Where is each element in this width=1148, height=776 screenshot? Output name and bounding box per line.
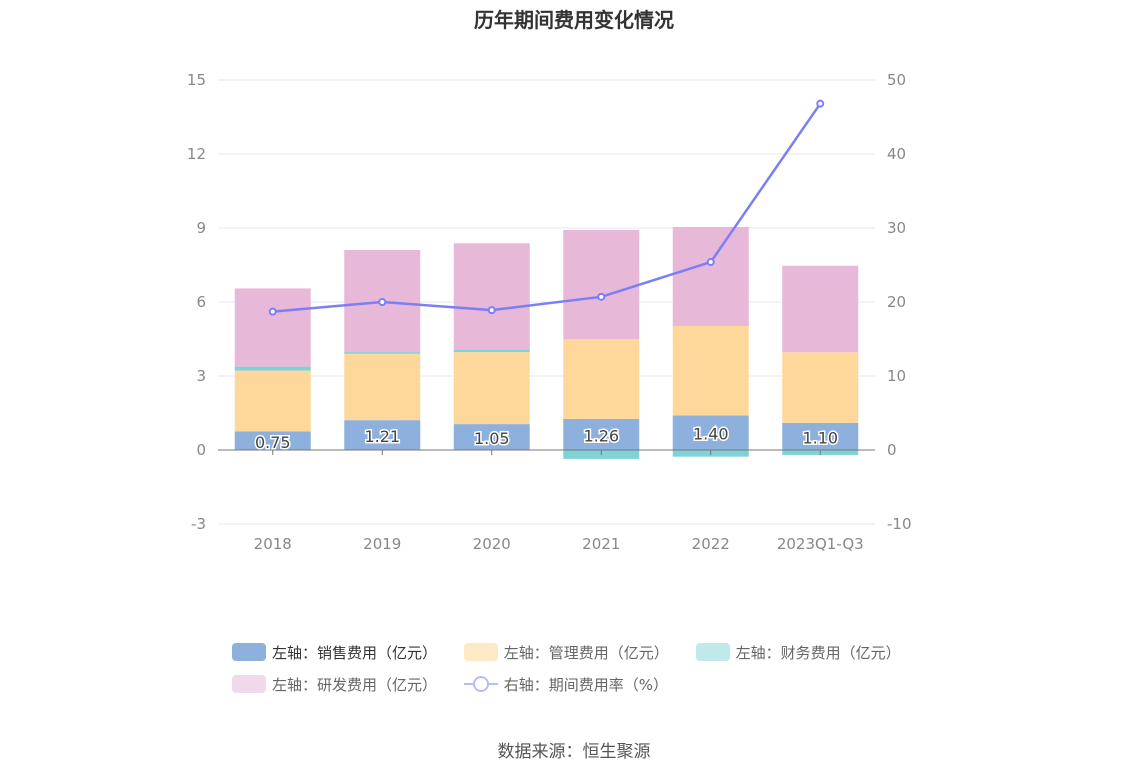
bar-segment-0 <box>672 415 749 450</box>
bar-segment-3 <box>672 227 749 326</box>
bar-data-label: 1.05 <box>474 429 510 448</box>
left-axis-tick-label: 3 <box>196 367 206 385</box>
right-axis-tick-label: -10 <box>887 515 912 533</box>
rate-point <box>597 292 606 301</box>
legend: 左轴：销售费用（亿元） 左轴：管理费用（亿元） 左轴：财务费用（亿元） 左轴：研… <box>232 640 932 704</box>
bar-segment-1 <box>563 339 640 419</box>
legend-label: 左轴：财务费用（亿元） <box>735 643 901 662</box>
bar-segment-0 <box>234 431 311 450</box>
left-axis-tick-label: 12 <box>187 145 206 163</box>
right-axis-tick-label: 40 <box>887 145 906 163</box>
bar-data-label: 1.40 <box>693 425 729 444</box>
x-axis-tick-label: 2023Q1-Q3 <box>777 535 864 553</box>
data-source: 数据来源：恒生聚源 <box>497 742 651 762</box>
bar-segment-1 <box>234 370 311 432</box>
bar-segment-2 <box>453 349 530 353</box>
legend-item-sales[interactable]: 左轴：销售费用（亿元） <box>232 640 437 664</box>
bar-data-label: 0.75 <box>255 433 291 452</box>
x-axis-tick-label: 2019 <box>363 535 401 553</box>
bar-data-label: 1.21 <box>364 427 400 446</box>
legend-line-icon <box>463 675 498 693</box>
left-axis-tick-label: 15 <box>187 71 206 89</box>
bar-segment-1 <box>672 325 749 416</box>
legend-label: 左轴：研发费用（亿元） <box>272 675 438 694</box>
legend-swatch <box>232 643 266 661</box>
bar-segment-3 <box>234 288 311 367</box>
bar-segment-0 <box>782 422 859 450</box>
chart-title: 历年期间费用变化情况 <box>474 8 674 32</box>
right-axis-tick-label: 10 <box>887 367 906 385</box>
legend-item-rate[interactable]: 右轴：期间费用率（%） <box>463 672 669 696</box>
x-axis-tick-label: 2018 <box>254 535 292 553</box>
rate-point <box>487 306 496 315</box>
legend-item-finance[interactable]: 左轴：财务费用（亿元） <box>695 640 901 664</box>
bar-segment-1 <box>344 353 421 421</box>
legend-label: 右轴：期间费用率（%） <box>503 675 669 694</box>
legend-swatch <box>463 643 498 661</box>
rate-point <box>378 298 387 306</box>
right-axis-tick-label: 50 <box>887 71 906 89</box>
legend-item-admin[interactable]: 左轴：管理费用（亿元） <box>463 640 669 664</box>
bar-segment-0 <box>453 424 530 450</box>
left-axis-tick-label: 6 <box>196 293 206 311</box>
bar-segment-3 <box>782 265 859 353</box>
bar-segment-1 <box>453 352 530 425</box>
left-axis-tick-label: 9 <box>196 219 206 237</box>
legend-label: 左轴：销售费用（亿元） <box>272 643 438 662</box>
left-axis-tick-label: 0 <box>196 441 206 459</box>
bar-data-label: 1.26 <box>583 426 619 445</box>
left-axis-tick-label: -3 <box>191 515 206 533</box>
rate-point <box>268 307 277 316</box>
legend-swatch <box>232 675 266 693</box>
rate-point <box>706 258 715 267</box>
bar-segment-0 <box>563 418 640 450</box>
x-axis-tick-label: 2020 <box>473 535 511 553</box>
legend-label: 左轴：管理费用（亿元） <box>503 643 669 662</box>
legend-item-rd[interactable]: 左轴：研发费用（亿元） <box>232 672 437 696</box>
rate-line <box>272 102 822 313</box>
right-axis-tick-label: 30 <box>887 219 906 237</box>
bar-data-label: 1.10 <box>802 428 838 447</box>
x-axis-tick-label: 2021 <box>582 535 620 553</box>
legend-swatch <box>695 643 730 661</box>
rate-point <box>816 99 825 108</box>
bar-segment-0 <box>344 420 421 450</box>
bar-segment-2 <box>234 366 311 371</box>
right-axis-tick-label: 20 <box>887 293 906 311</box>
x-axis-tick-label: 2022 <box>692 535 730 553</box>
bar-segment-2 <box>344 352 421 354</box>
bar-segment-1 <box>782 352 859 423</box>
bar-segment-3 <box>453 243 530 350</box>
right-axis-tick-label: 0 <box>887 441 897 459</box>
bar-segment-3 <box>563 229 640 339</box>
